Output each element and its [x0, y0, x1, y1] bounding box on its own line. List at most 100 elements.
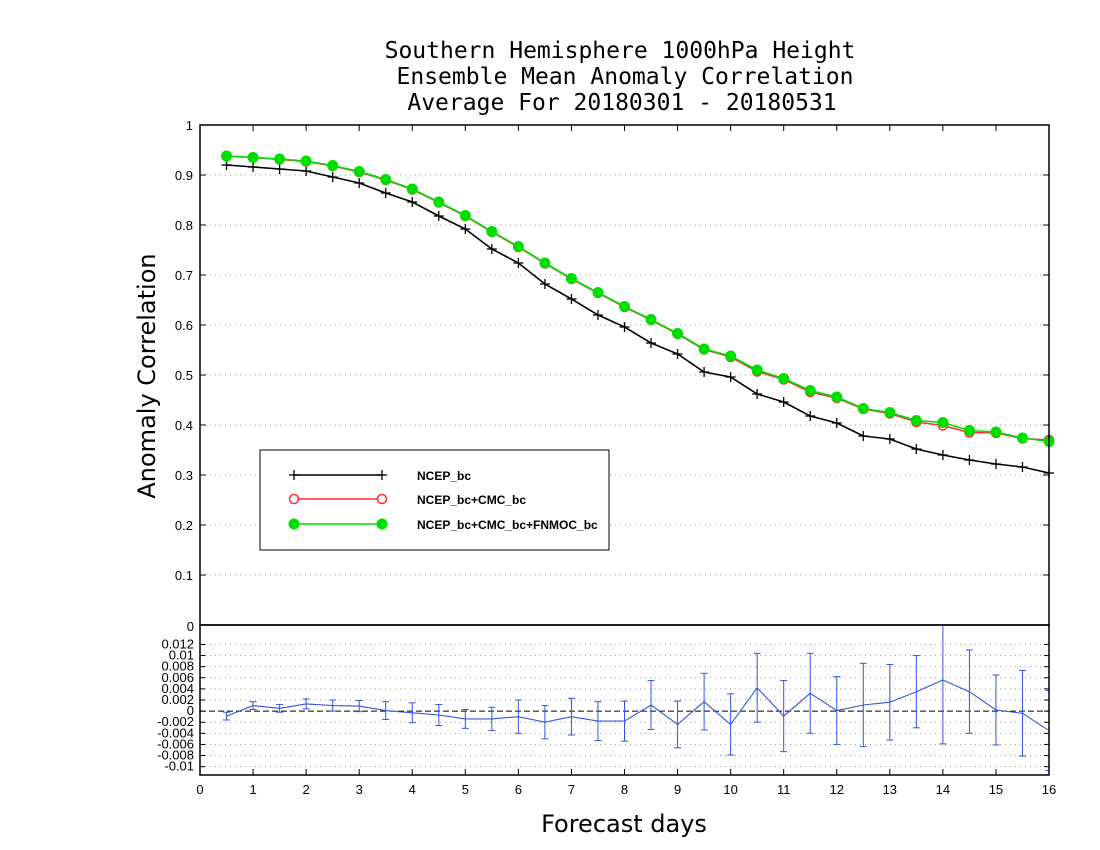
y-tick-label: 0.2	[175, 518, 193, 533]
series-line	[226, 164, 1050, 474]
error-bar	[514, 699, 522, 734]
x-tick-label: 6	[515, 782, 522, 797]
error-bar	[355, 700, 363, 713]
data-point	[910, 415, 922, 426]
y-tick-label: 0	[187, 619, 194, 634]
error-bar	[276, 703, 284, 713]
y-tick-label: 0.6	[175, 318, 193, 333]
legend-box	[259, 449, 610, 551]
y-tick-label: 0.8	[175, 218, 193, 233]
x-tick-label: 3	[356, 782, 363, 797]
y-tick-label: -0.006	[157, 736, 194, 751]
y-tick-label: 0.4	[175, 418, 193, 433]
error-bar	[435, 703, 443, 727]
error-bar	[621, 700, 628, 742]
series-2	[221, 150, 1055, 447]
data-point	[804, 385, 816, 396]
title-line-1: Southern Hemisphere 1000hPa Height	[385, 38, 856, 64]
error-bar	[939, 625, 947, 745]
y-tick-label: -0.004	[157, 725, 194, 740]
y-tick-label: 0.004	[161, 681, 194, 696]
data-point	[1016, 432, 1028, 444]
data-point	[512, 241, 524, 252]
data-point	[221, 150, 233, 162]
data-point	[698, 343, 710, 355]
series-line	[226, 155, 1050, 441]
x-tick-label: 9	[674, 782, 681, 797]
bottom-panel-frame	[199, 624, 1050, 776]
data-point	[247, 152, 259, 163]
y-tick-label: -0.002	[157, 714, 194, 729]
legend-label-ncep: NCEP_bc	[417, 469, 471, 483]
error-bar	[461, 708, 469, 729]
x-tick-label: 7	[568, 782, 575, 797]
data-point	[327, 160, 339, 171]
x-tick-label: 11	[777, 782, 791, 797]
error-bar	[727, 693, 735, 756]
error-bar	[249, 701, 257, 710]
data-point	[672, 328, 684, 339]
data-point	[884, 407, 896, 418]
data-point	[406, 183, 418, 195]
y-tick-label: -0.008	[157, 748, 194, 763]
error-bar	[382, 701, 390, 720]
x-tick-label: 0	[196, 782, 203, 797]
error-bar	[992, 674, 1000, 746]
series-1	[221, 150, 1055, 446]
data-point	[459, 210, 471, 221]
error-bar	[833, 676, 841, 745]
error-bar	[806, 652, 814, 734]
bottom-panel-y-ticks: 0.0120.010.0080.0060.0040.0020-0.002-0.0…	[157, 619, 1049, 774]
y-tick-label: 0.9	[175, 168, 193, 183]
chart-title: Southern Hemisphere 1000hPa Height Ensem…	[385, 38, 856, 116]
error-bar	[223, 711, 231, 721]
data-point	[751, 364, 763, 376]
data-point	[592, 287, 604, 298]
legend-marker	[288, 493, 300, 505]
error-bar	[753, 652, 761, 723]
y-tick-label: 0.1	[175, 568, 193, 583]
error-bar	[1018, 670, 1026, 757]
y-tick-label: 0.7	[175, 268, 193, 283]
error-bar	[780, 680, 788, 753]
y-tick-label: 1	[186, 118, 193, 133]
series-line	[226, 155, 1050, 443]
y-tick-label: 0.012	[161, 636, 194, 651]
data-point	[380, 174, 392, 185]
data-point	[937, 417, 949, 428]
y-tick-label: 0	[187, 703, 194, 718]
y-tick-label: 0.002	[161, 692, 194, 707]
x-tick-label: 16	[1042, 782, 1056, 797]
data-point	[300, 155, 312, 167]
x-tick-label: 5	[462, 782, 469, 797]
legend-label-ncep-cmc: NCEP_bc+CMC_bc	[417, 493, 526, 507]
data-point	[645, 314, 657, 325]
data-point	[857, 403, 869, 414]
error-bar	[700, 672, 708, 731]
data-point	[619, 301, 630, 312]
data-point	[778, 373, 790, 384]
series-layer	[221, 150, 1055, 478]
error-bar	[488, 706, 496, 732]
top-panel-y-ticks: 0.1 0.2 0.3 0.4 0.5 0.6 0.7 0.8 0.9 1	[175, 118, 1049, 583]
error-bar	[886, 663, 894, 741]
y-tick-label: 0.3	[175, 468, 193, 483]
data-point	[433, 196, 445, 208]
error-bar	[408, 702, 416, 724]
difference-series-layer	[223, 625, 1049, 772]
legend-marker	[376, 518, 388, 530]
series-0	[221, 160, 1054, 478]
data-point	[565, 273, 577, 284]
x-tick-label: 1	[249, 782, 256, 797]
x-tick-label: 12	[830, 782, 844, 797]
error-bar	[965, 649, 973, 734]
legend-label-ncep-cmc-fnmoc: NCEP_bc+CMC_bc+FNMOC_bc	[417, 518, 598, 532]
data-point	[963, 425, 975, 436]
y-tick-label: 0.008	[161, 659, 194, 674]
x-axis-label: Forecast days	[541, 810, 707, 838]
error-bar	[567, 697, 575, 736]
y-tick-label: -0.01	[164, 759, 194, 774]
y-tick-label: 0.006	[161, 670, 194, 685]
data-point	[831, 391, 843, 403]
data-point	[990, 426, 1002, 438]
